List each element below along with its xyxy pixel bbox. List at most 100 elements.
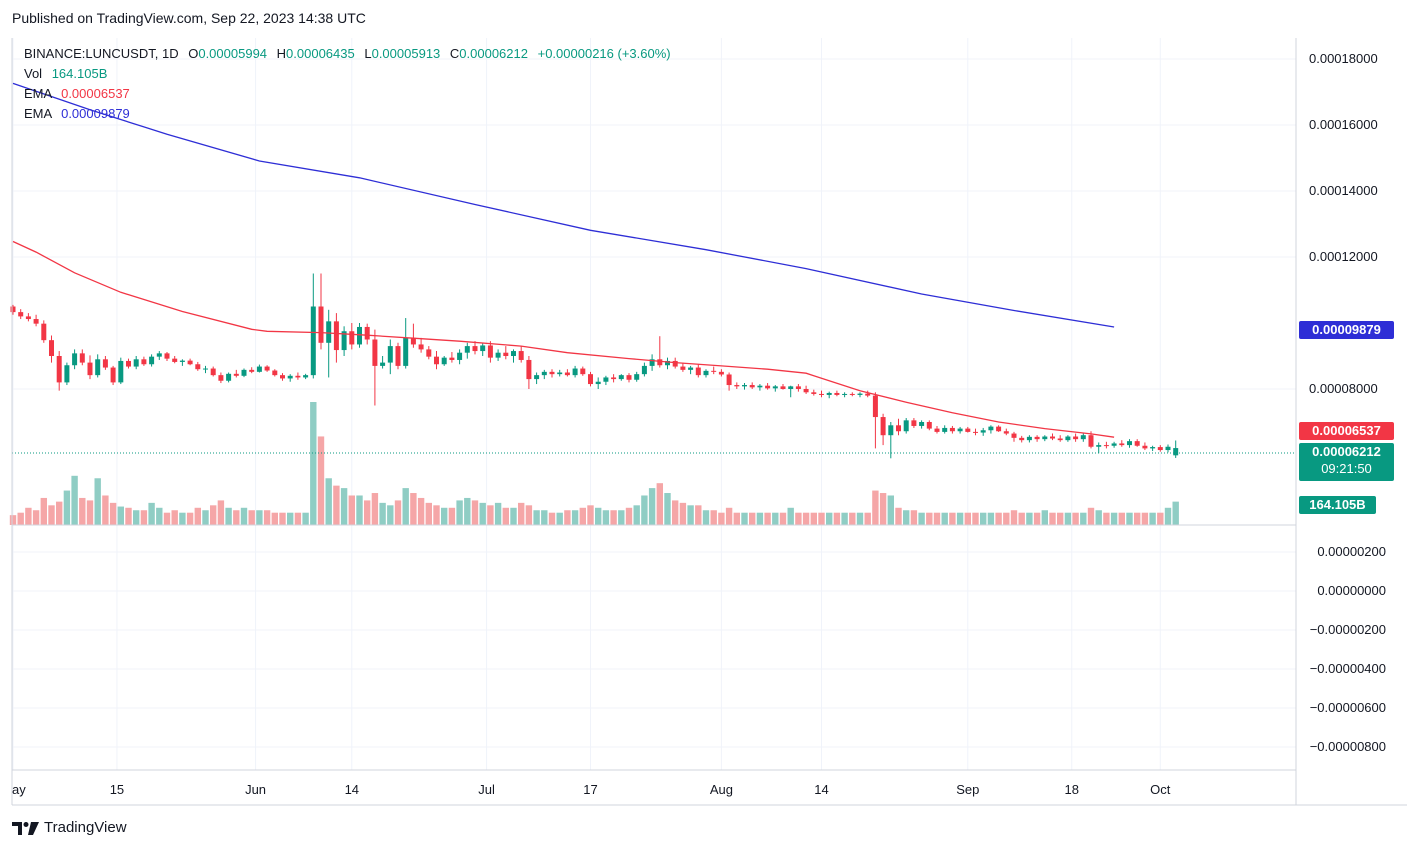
candle-body — [1157, 447, 1163, 451]
candle-body — [811, 392, 817, 394]
volume-bar — [1149, 512, 1156, 525]
time-tick-label: Sep — [956, 782, 979, 797]
candle-body — [980, 430, 986, 433]
volume-bar — [348, 495, 355, 525]
legend-ema-slow: EMA 0.00009879 — [24, 106, 130, 121]
volume-bar — [918, 512, 925, 525]
tradingview-logo-icon — [12, 820, 40, 836]
candle-body — [87, 362, 93, 376]
volume-bar — [133, 510, 140, 525]
lower-tick-label: −0.00000400 — [1310, 661, 1386, 676]
candle-body — [749, 385, 755, 388]
volume-bar — [564, 510, 571, 525]
time-tick-label: Jun — [245, 782, 266, 797]
volume-bar — [987, 512, 995, 525]
candle-body — [1150, 447, 1156, 449]
volume-bar — [271, 512, 278, 525]
volume-bar — [1080, 512, 1087, 525]
volume-bar — [317, 436, 325, 525]
time-tick-label: Jul — [478, 782, 495, 797]
volume-bar — [864, 512, 871, 525]
volume-bar — [833, 512, 841, 525]
volume-bar — [225, 507, 232, 525]
volume-bar — [849, 512, 856, 525]
open-value: 0.00005994 — [198, 46, 268, 61]
candle-body — [919, 422, 925, 426]
volume-bar — [1087, 507, 1095, 525]
time-tick-label: 14 — [345, 782, 359, 797]
volume-bar — [949, 512, 956, 525]
low-value: 0.00005913 — [371, 46, 441, 61]
candle-body — [79, 353, 85, 363]
candle-body — [295, 375, 301, 378]
volume-value: 164.105B — [51, 66, 108, 81]
candle-body — [834, 392, 840, 395]
candle-body — [349, 331, 355, 345]
lower-tick-label: 0.00000000 — [1317, 583, 1386, 598]
volume-bar — [725, 507, 733, 525]
candle-body — [988, 426, 994, 431]
volume-bar — [687, 505, 694, 525]
candle-body — [580, 368, 586, 375]
volume-bar — [263, 510, 271, 525]
candle-body — [795, 386, 801, 389]
volume-bar — [802, 512, 810, 525]
volume-bar — [163, 512, 171, 525]
volume-bar — [633, 505, 640, 525]
ema-slow-line — [12, 82, 1115, 328]
volume-bar — [186, 512, 194, 525]
volume-bar — [1157, 512, 1164, 525]
candle-body — [803, 389, 809, 393]
volume-bar — [417, 497, 425, 525]
candle-body — [110, 367, 116, 383]
candle-body — [618, 375, 624, 380]
candle-body — [1050, 436, 1055, 439]
candle-body — [872, 395, 878, 418]
volume-bar — [456, 500, 463, 525]
candle-body — [18, 312, 24, 317]
volume-bar — [248, 510, 255, 525]
volume-bar — [102, 495, 109, 525]
volume-bar — [156, 507, 163, 525]
volume-bar — [1103, 512, 1110, 525]
candle-body — [772, 386, 778, 389]
volume-bar — [356, 495, 363, 525]
candle-body — [1065, 436, 1071, 441]
candle-body — [464, 346, 470, 353]
candle-body — [911, 420, 917, 426]
volume-bar — [310, 402, 317, 525]
candle-body — [672, 360, 678, 367]
volume-bar — [325, 478, 332, 525]
candle-body — [549, 371, 555, 375]
candle-body — [395, 346, 401, 366]
tradingview-brand[interactable]: TradingView — [12, 819, 127, 836]
candle-body — [41, 323, 47, 341]
volume-bar — [233, 510, 240, 525]
volume-bar — [548, 512, 556, 525]
volume-bar — [387, 505, 394, 525]
candle-body — [534, 375, 540, 380]
volume-bar — [494, 502, 502, 525]
candle-body — [541, 371, 547, 376]
candle-body — [849, 393, 855, 395]
candle-body — [303, 375, 309, 378]
candle-body — [426, 349, 432, 357]
candle-body — [1142, 445, 1148, 449]
volume-bar — [333, 485, 340, 525]
volume-bar — [1026, 512, 1033, 525]
volume-bar — [32, 510, 40, 525]
volume-bar — [179, 512, 186, 525]
candle-body — [10, 306, 16, 313]
ema-fast-tag: 0.00006537 — [1299, 422, 1394, 440]
candle-body — [1011, 433, 1017, 438]
published-caption: Published on TradingView.com, Sep 22, 20… — [12, 10, 366, 26]
candle-body — [826, 392, 832, 395]
volume-bar — [695, 505, 702, 525]
candle-body — [341, 331, 347, 351]
price-tag-value: 0.00006212 — [1312, 444, 1381, 459]
volume-bar — [556, 512, 563, 525]
candle-body — [511, 351, 516, 356]
candle-body — [718, 371, 724, 375]
lower-tick-label: −0.00000200 — [1310, 622, 1386, 637]
